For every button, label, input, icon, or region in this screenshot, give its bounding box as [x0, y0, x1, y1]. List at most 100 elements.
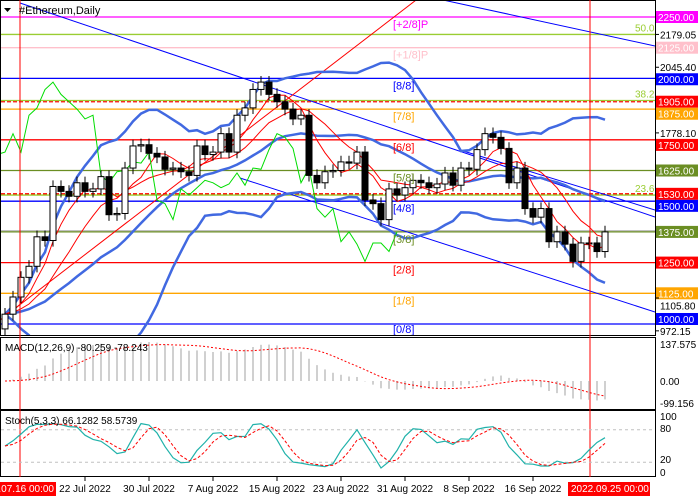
price-level-badge: [656, 138, 698, 151]
main-pane-frame: [0, 0, 656, 336]
fib-label: 23.6: [635, 184, 655, 195]
murrey-label: [+2/8]P: [393, 19, 428, 31]
candle-body: [113, 212, 121, 216]
candle-body: [25, 265, 33, 278]
candle-body: [241, 107, 249, 116]
dropdown-triangle-icon[interactable]: [4, 8, 11, 12]
price-level-label: 1500.00: [658, 202, 695, 213]
price-level-label: 2125.00: [658, 44, 695, 55]
candle-body: [65, 190, 73, 197]
candle-body: [73, 182, 81, 197]
candle-body: [577, 242, 585, 262]
price-axis-label: 1778.10: [660, 129, 697, 140]
candle-body: [481, 133, 489, 151]
ma-fast-line: [4, 94, 606, 315]
murrey-label: [8/8]: [393, 80, 414, 92]
price-level-label: 1625.00: [658, 167, 695, 178]
candle-body: [353, 151, 361, 164]
macd-axis-label: 137.575: [660, 340, 697, 351]
candle-body: [545, 208, 553, 243]
bollinger-middle-band: [4, 132, 606, 316]
candle-body: [265, 81, 273, 95]
stoch-label: Stoch(5,3,3) 66.1282 58.5739: [5, 416, 138, 427]
price-level-label: 1530.00: [658, 190, 695, 201]
time-axis-label: 7 Aug 2022: [188, 484, 239, 495]
candle-body: [329, 170, 337, 173]
price-level-badge: [656, 73, 698, 86]
candle-body: [57, 185, 65, 192]
price-axis-label: 1105.80: [660, 301, 696, 312]
price-level-badge: [656, 225, 698, 238]
time-axis-label: 30 Jul 2022: [123, 484, 175, 495]
candle-body: [553, 231, 561, 243]
price-level-label: 1905.00: [658, 98, 695, 109]
time-axis-label: 16 Sep 2022: [505, 484, 562, 495]
candle-body: [361, 151, 369, 201]
candle-body: [337, 161, 345, 172]
price-level-badge: [656, 313, 698, 325]
candle-body: [209, 151, 217, 156]
price-level-badge: [656, 199, 698, 212]
candle-body: [409, 179, 417, 189]
bollinger-upper-band: [4, 61, 606, 316]
price-level-badge: [656, 107, 698, 120]
murrey-label: [2/8]: [393, 265, 414, 277]
candle-body: [561, 231, 569, 245]
price-axis-label: 972.15: [660, 327, 691, 338]
candle-body: [425, 182, 433, 189]
candle-body: [441, 172, 449, 185]
candle-body: [489, 133, 497, 138]
time-axis-label: 31 Aug 2022: [377, 484, 434, 495]
candle-body: [49, 185, 57, 241]
price-level-label: 1125.00: [658, 289, 694, 300]
price-level-label: 2000.00: [658, 75, 695, 86]
candle-body: [169, 167, 177, 170]
candle-body: [537, 208, 545, 218]
murrey-label: [0/8]: [393, 324, 414, 336]
time-axis-label: 22 Jul 2022: [59, 484, 111, 495]
candle-body: [121, 167, 129, 214]
candle-body: [449, 172, 457, 186]
price-level-label: 2250.00: [658, 13, 695, 24]
candle-body: [81, 182, 89, 192]
candle-body: [249, 88, 257, 109]
price-level-badge: [656, 164, 698, 177]
murrey-label: [6/8]: [393, 142, 414, 154]
candle-body: [273, 93, 281, 103]
price-level-label: 1875.00: [658, 110, 695, 121]
stoch-axis-label: 100: [660, 412, 677, 423]
candle-body: [497, 136, 505, 149]
candle-body: [129, 145, 137, 169]
stoch-axis-label: 0: [660, 468, 666, 479]
price-level-label: 1250.00: [658, 259, 695, 270]
candle-body: [161, 156, 169, 170]
candle-body: [313, 174, 321, 184]
candle-body: [89, 188, 97, 192]
trend-line: [239, 177, 655, 313]
candle-body: [105, 176, 113, 216]
candle-body: [193, 145, 201, 176]
candle-body: [513, 167, 521, 184]
bollinger-lower-band: [4, 190, 606, 335]
candle-body: [401, 187, 409, 196]
candle-body: [41, 236, 49, 241]
candle-body: [297, 114, 305, 120]
price-level-badge: [656, 41, 698, 54]
murrey-label: [1/8]: [393, 295, 414, 307]
macd-axis-label: 0.00: [660, 377, 680, 388]
price-axis-label: 2045.40: [660, 63, 697, 74]
time-axis-label: 23 Aug 2022: [313, 484, 370, 495]
price-level-label: 1375.00: [658, 228, 695, 239]
murrey-label: [4/8]: [393, 203, 414, 215]
candle-body: [217, 133, 225, 153]
price-level-badge: [656, 11, 698, 23]
price-level-badge: [656, 95, 698, 108]
murrey-label: [7/8]: [393, 111, 414, 123]
candle-body: [305, 114, 313, 176]
chart-title: #Ethereum,Daily: [19, 5, 101, 17]
macd-signal-line: [4, 344, 606, 397]
macd-axis-label: -99.156: [660, 399, 694, 410]
candle-body: [505, 147, 513, 184]
candle-body: [457, 167, 465, 186]
